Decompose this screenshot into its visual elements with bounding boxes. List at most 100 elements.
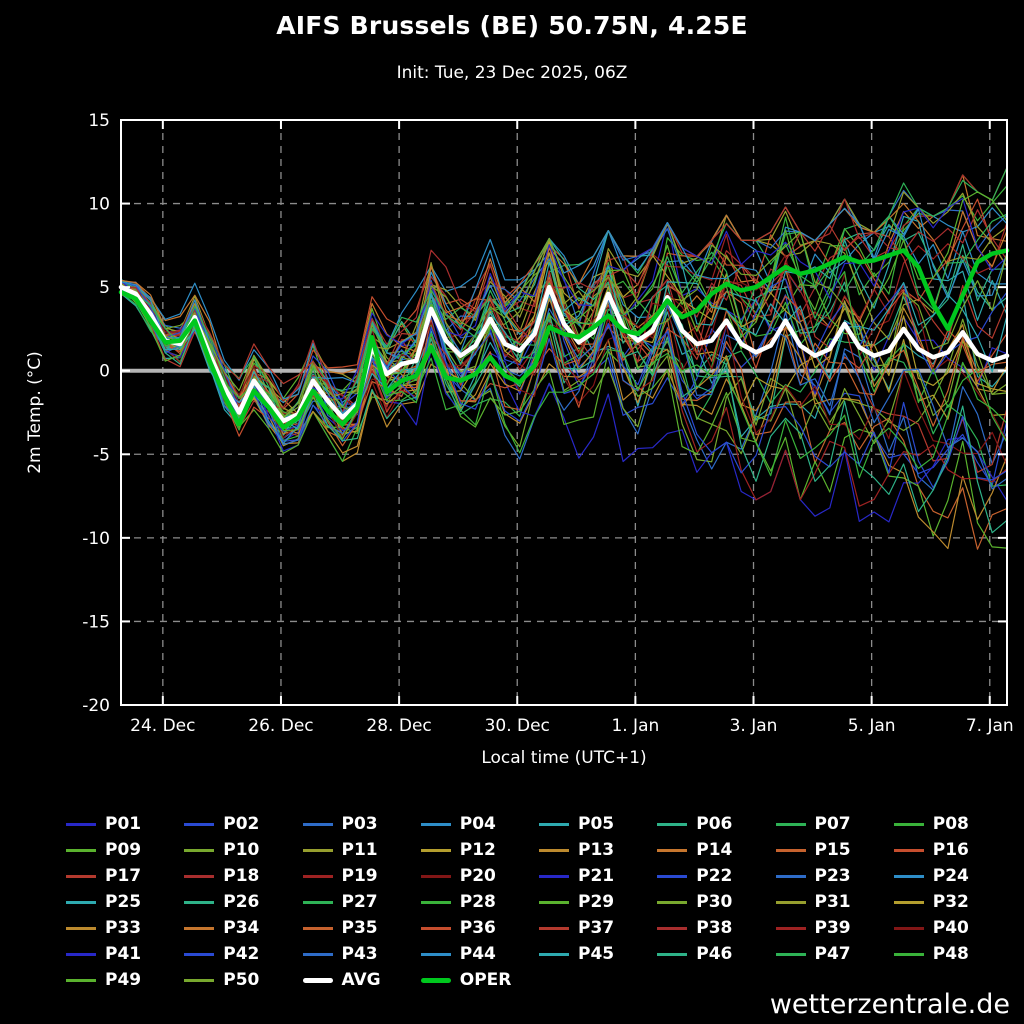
legend-item-p23: P23 <box>775 864 894 888</box>
legend-item-p11: P11 <box>302 838 421 862</box>
legend-swatch <box>184 822 215 826</box>
legend-swatch <box>302 977 333 983</box>
legend-swatch <box>420 977 451 983</box>
legend-label: P36 <box>459 918 496 938</box>
legend-label: P18 <box>223 866 260 886</box>
legend-item-p43: P43 <box>302 942 421 966</box>
legend-item-p45: P45 <box>539 942 657 966</box>
x-axis-title: Local time (UTC+1) <box>481 748 646 768</box>
legend-label: P41 <box>105 944 142 964</box>
legend-swatch <box>657 848 688 852</box>
legend: P01 P02 P03 P04 P05 P06 P07 P08 P09 P10 P11 P12 P13 P… <box>66 812 1012 992</box>
legend-swatch <box>775 874 806 878</box>
plot-border <box>120 119 1008 706</box>
y-tick-label: -10 <box>82 529 110 549</box>
chart-subtitle: Init: Tue, 23 Dec 2025, 06Z <box>396 63 628 83</box>
legend-swatch <box>184 926 215 930</box>
legend-swatch <box>420 900 451 904</box>
legend-label: P20 <box>459 866 496 886</box>
legend-swatch <box>539 900 569 904</box>
legend-item-p05: P05 <box>539 812 657 836</box>
legend-label: P03 <box>341 814 378 834</box>
legend-label: P38 <box>696 918 733 938</box>
legend-label: P08 <box>932 814 969 834</box>
legend-label: P26 <box>223 892 260 912</box>
legend-label: P34 <box>223 918 260 938</box>
legend-swatch <box>66 978 96 982</box>
legend-label: P13 <box>578 840 615 860</box>
legend-item-p24: P24 <box>893 864 1012 888</box>
legend-swatch <box>420 822 451 826</box>
ensemble-members <box>120 167 1008 550</box>
legend-swatch <box>893 822 924 826</box>
legend-label: P40 <box>932 918 969 938</box>
legend-item-p18: P18 <box>184 864 302 888</box>
legend-label: P50 <box>223 970 260 990</box>
y-tick-label: -20 <box>82 696 110 716</box>
legend-label: P46 <box>696 944 733 964</box>
legend-item-p01: P01 <box>66 812 184 836</box>
x-tick-label: 3. Jan <box>730 716 778 736</box>
legend-swatch <box>66 848 96 852</box>
ensemble-plume-chart: -20 -15 -10 -5 0 5 10 15 24. Dec 26. Dec 28. Dec 30… <box>25 111 1014 768</box>
legend-label: P07 <box>814 814 851 834</box>
legend-item-p28: P28 <box>420 890 539 914</box>
member-line-p13 <box>120 288 1008 462</box>
legend-swatch <box>775 822 806 826</box>
legend-swatch <box>66 822 96 826</box>
legend-swatch <box>302 848 333 852</box>
legend-item-p06: P06 <box>657 812 775 836</box>
legend-swatch <box>657 900 688 904</box>
legend-item-p50: P50 <box>184 968 302 992</box>
legend-swatch <box>775 848 806 852</box>
legend-item-p27: P27 <box>302 890 421 914</box>
legend-label: P21 <box>578 866 615 886</box>
legend-label: P45 <box>578 944 615 964</box>
legend-swatch <box>657 822 688 826</box>
member-line-p49 <box>120 191 1008 440</box>
legend-item-p07: P07 <box>775 812 894 836</box>
legend-item-p09: P09 <box>66 838 184 862</box>
x-tick-label: 28. Dec <box>366 716 431 736</box>
member-line-p36 <box>120 290 1008 437</box>
legend-label: P10 <box>223 840 260 860</box>
legend-swatch <box>657 952 688 956</box>
legend-item-p44: P44 <box>420 942 539 966</box>
legend-swatch <box>539 874 569 878</box>
legend-swatch <box>184 900 215 904</box>
legend-label: P06 <box>696 814 733 834</box>
legend-item-p03: P03 <box>302 812 421 836</box>
legend-swatch <box>893 874 924 878</box>
legend-swatch <box>420 848 451 852</box>
legend-item-p16: P16 <box>893 838 1012 862</box>
member-line-p44 <box>120 207 1008 444</box>
avg-line <box>118 284 1010 424</box>
legend-label: P33 <box>105 918 142 938</box>
legend-swatch <box>302 874 333 878</box>
y-tick-label: 15 <box>88 111 110 131</box>
legend-swatch <box>539 822 569 826</box>
legend-label: P15 <box>814 840 851 860</box>
legend-item-p33: P33 <box>66 916 184 940</box>
legend-label: P30 <box>696 892 733 912</box>
member-line-p48 <box>120 290 1008 479</box>
legend-swatch <box>420 874 451 878</box>
y-axis-title: 2m Temp. (°C) <box>25 351 45 474</box>
legend-item-p15: P15 <box>775 838 894 862</box>
legend-swatch <box>420 952 451 956</box>
legend-item-p34: P34 <box>184 916 302 940</box>
legend-label: P47 <box>814 944 851 964</box>
legend-item-p31: P31 <box>775 890 894 914</box>
legend-label: P16 <box>932 840 969 860</box>
legend-label: P32 <box>932 892 969 912</box>
legend-label: P01 <box>105 814 142 834</box>
legend-item-p48: P48 <box>893 942 1012 966</box>
legend-item-p47: P47 <box>775 942 894 966</box>
legend-item-p26: P26 <box>184 890 302 914</box>
legend-swatch <box>184 874 215 878</box>
legend-item-p35: P35 <box>302 916 421 940</box>
legend-item-avg: AVG <box>302 968 421 992</box>
legend-item-p14: P14 <box>657 838 775 862</box>
legend-swatch <box>66 926 96 930</box>
